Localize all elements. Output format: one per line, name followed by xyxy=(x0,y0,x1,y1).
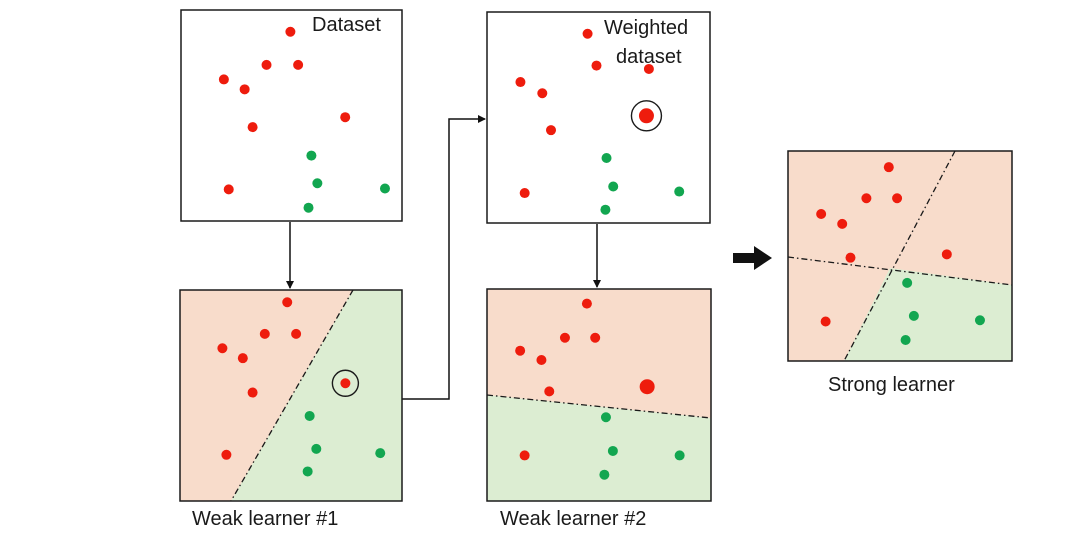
weak2-red-point-5 xyxy=(639,379,655,395)
weak2-frame xyxy=(486,288,712,502)
weighted-red-point-0 xyxy=(582,28,593,39)
strong-green-point-9 xyxy=(974,315,985,326)
weighted-red-point-4 xyxy=(537,88,548,99)
weak2-green-point-8 xyxy=(607,445,618,456)
strong-learner-label: Strong learner xyxy=(828,374,955,396)
weak2-red-point-1 xyxy=(559,332,570,343)
weighted-red-point-5 xyxy=(546,125,557,136)
weighted-green-point-6 xyxy=(601,153,612,164)
weighted-dataset-label: Weighted dataset xyxy=(604,14,688,72)
dataset-red-point-6 xyxy=(247,122,258,133)
weak1-green-point-8 xyxy=(311,443,322,454)
weak2-red-point-4 xyxy=(536,355,547,366)
weighted-green-point-7 xyxy=(608,181,619,192)
weak2-green-point-11 xyxy=(599,469,610,480)
weighted-frame xyxy=(486,11,711,224)
weak1-green-point-9 xyxy=(375,448,386,459)
weak1-green-point-11 xyxy=(302,466,313,477)
weighted-red-point-3 xyxy=(515,77,526,88)
arrow-to-strong xyxy=(733,246,772,270)
dataset-red-point-10 xyxy=(223,184,234,195)
weak1-red-point-0 xyxy=(282,297,293,308)
weak2-points xyxy=(515,298,685,480)
dataset-red-point-0 xyxy=(285,26,296,37)
dataset-green-point-7 xyxy=(306,150,317,161)
weak-learner-2-label: Weak learner #2 xyxy=(500,508,647,530)
strong-red-point-5 xyxy=(941,249,952,260)
weak2-red-point-6 xyxy=(544,386,555,397)
weak1-frame xyxy=(179,289,403,502)
weak1-red-point-10 xyxy=(221,449,232,460)
strong-red-point-4 xyxy=(837,218,848,229)
dataset-red-point-2 xyxy=(293,59,304,70)
dataset-red-point-5 xyxy=(340,112,351,123)
weak2-green-point-7 xyxy=(600,412,611,423)
weak1-red-point-3 xyxy=(217,343,228,354)
weak2-red-point-0 xyxy=(581,298,592,309)
weak1-red-point-2 xyxy=(291,328,302,339)
weighted-red-point-2 xyxy=(643,63,654,74)
strong-green-point-7 xyxy=(902,277,913,288)
frames xyxy=(179,9,1013,502)
weak2-red-point-9 xyxy=(519,450,530,461)
strong-red-point-6 xyxy=(845,252,856,263)
weak1-green-point-7 xyxy=(304,410,315,421)
strong-red-point-2 xyxy=(892,193,903,204)
weighted-highlight-ring xyxy=(630,100,663,132)
weighted-label-line1: Weighted xyxy=(604,17,689,39)
strong-red-point-10 xyxy=(820,316,831,327)
weak-learner-1-label: Weak learner #1 xyxy=(192,508,339,530)
strong-frame xyxy=(787,150,1013,362)
weak1-green-region xyxy=(231,290,402,501)
weighted-red-point-1 xyxy=(591,60,602,71)
weighted-points xyxy=(515,28,685,215)
weak1-regions xyxy=(180,289,402,502)
strong-green-point-8 xyxy=(908,310,919,321)
weighted-red-point-9 xyxy=(519,188,530,199)
weighted-green-point-10 xyxy=(600,204,611,215)
dataset-frame xyxy=(180,9,403,222)
weak1-red-point-4 xyxy=(237,353,248,364)
weighted-red-point-11 xyxy=(638,108,654,124)
weak2-red-point-3 xyxy=(515,345,526,356)
weighted-green-point-8 xyxy=(674,186,685,197)
weak2-red-point-2 xyxy=(590,332,601,343)
dataset-red-point-3 xyxy=(218,74,229,85)
weak1-red-point-6 xyxy=(340,378,351,389)
weak1-decision-boundary xyxy=(230,289,354,502)
connectors xyxy=(286,115,772,400)
strong-green-point-11 xyxy=(900,335,911,345)
dataset-label: Dataset xyxy=(312,14,381,36)
weak1-points xyxy=(217,297,386,477)
dataset-green-point-11 xyxy=(303,202,314,213)
weak2-decision-boundary xyxy=(486,394,712,419)
strong-green-region xyxy=(844,268,1012,361)
weak1-red-point-5 xyxy=(247,387,258,398)
weighted-label-line2: dataset xyxy=(616,46,682,68)
weak2-regions xyxy=(486,289,712,501)
strong-red-point-3 xyxy=(816,209,827,219)
weak1-red-point-1 xyxy=(259,328,270,339)
weak2-green-region xyxy=(487,395,711,501)
dataset-green-point-8 xyxy=(312,178,323,189)
strong-regions xyxy=(787,150,1013,362)
dataset-green-point-9 xyxy=(379,183,390,194)
dataset-red-point-4 xyxy=(239,84,250,95)
strong-red-point-0 xyxy=(883,162,894,173)
dataset-points xyxy=(218,26,390,213)
dataset-red-point-1 xyxy=(261,59,272,70)
strong-boundary-1 xyxy=(787,256,1013,286)
strong-red-point-1 xyxy=(861,193,872,204)
arrow-weak1-to-weighted xyxy=(402,115,486,400)
weak2-green-point-10 xyxy=(674,450,685,461)
weak1-highlight-ring xyxy=(331,369,360,397)
strong-points xyxy=(816,162,985,345)
